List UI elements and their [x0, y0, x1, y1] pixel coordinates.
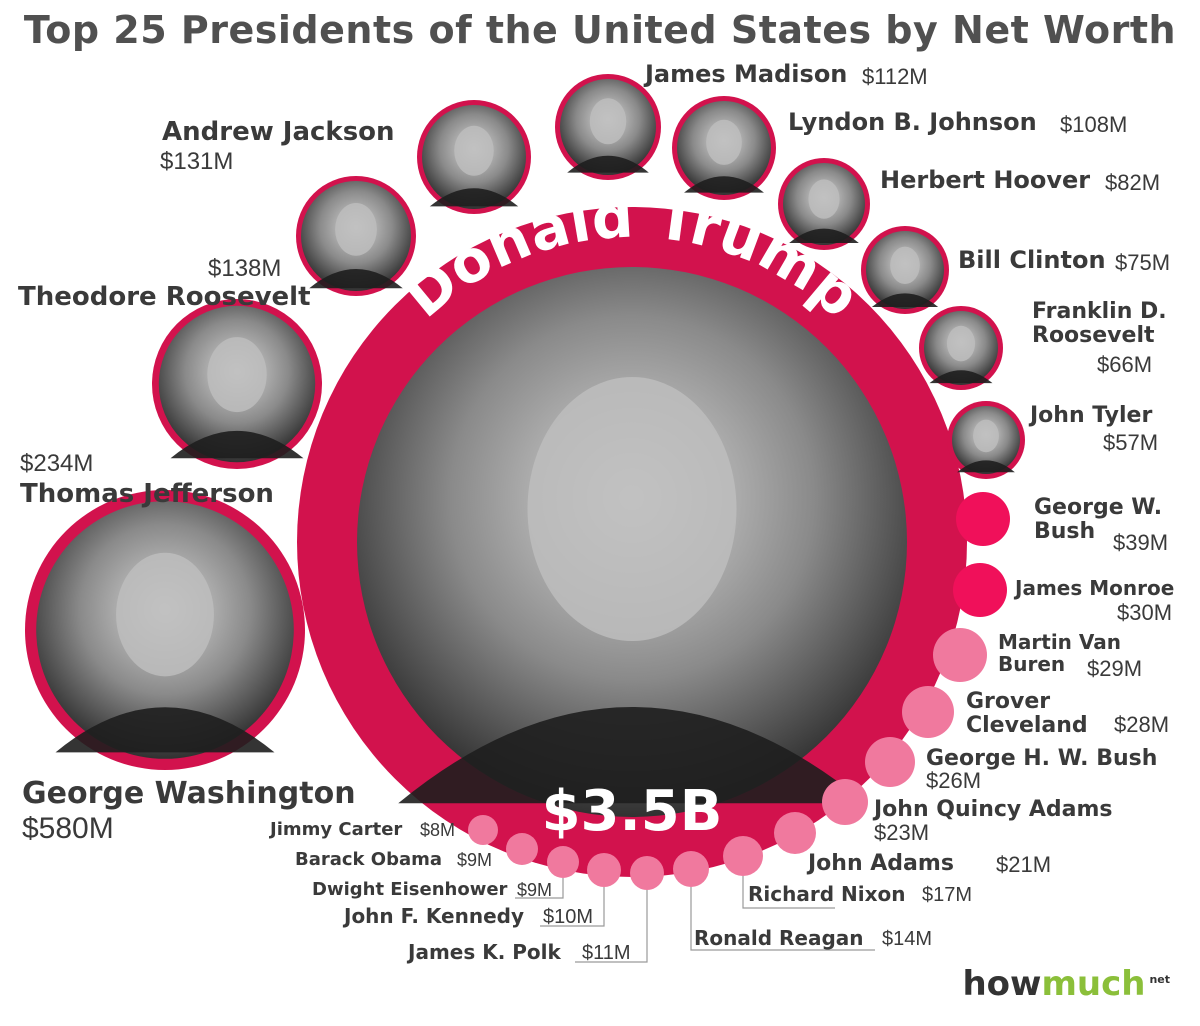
james-madison-name-label: James Madison	[645, 60, 848, 88]
george-h-w-bush-bubble	[865, 737, 915, 787]
thomas-jefferson-name-label: Thomas Jefferson	[20, 479, 274, 509]
martin-van-buren-bubble	[933, 628, 987, 682]
chart-title: Top 25 Presidents of the United States b…	[23, 8, 1177, 52]
theodore-roosevelt-value-label: $138M	[208, 255, 282, 282]
john-adams-name-label: John Adams	[808, 851, 954, 876]
james-k-polk-value-label: $11M	[582, 942, 631, 964]
john-quincy-adams-value-label: $23M	[874, 820, 930, 845]
john-f-kennedy-leader-line	[540, 887, 605, 927]
john-quincy-adams-bubble	[822, 779, 868, 825]
lyndon-b-johnson-bubble	[672, 96, 776, 200]
james-k-polk-bubble	[630, 856, 664, 890]
barack-obama-name-label: Barack Obama	[295, 849, 443, 870]
herbert-hoover-bubble	[778, 158, 870, 250]
george-washington-value-label: $580M	[22, 812, 114, 845]
andrew-jackson-value-label: $131M	[160, 148, 234, 175]
john-tyler-bubble	[947, 401, 1025, 479]
herbert-hoover-name-label: Herbert Hoover	[880, 166, 1091, 194]
james-monroe-value-label: $30M	[1117, 600, 1173, 625]
george-washington-name-label: George Washington	[22, 776, 356, 811]
bill-clinton-name-label: Bill Clinton	[958, 246, 1106, 274]
howmuch-logo: howmuch net	[962, 964, 1170, 1004]
thomas-jefferson-value-label: $234M	[20, 450, 94, 477]
richard-nixon-bubble	[723, 836, 763, 876]
george-w-bush-value-label: $39M	[1113, 530, 1169, 555]
center-value-label: $3.5B	[542, 779, 723, 844]
ronald-reagan-name-label: Ronald Reagan	[694, 926, 864, 950]
john-f-kennedy-name-label: John F. Kennedy	[344, 904, 525, 928]
john-tyler-value-label: $57M	[1103, 430, 1159, 455]
barack-obama-bubble	[506, 833, 538, 865]
jimmy-carter-bubble	[468, 815, 498, 845]
james-k-polk-name-label: James K. Polk	[408, 940, 561, 964]
thomas-jefferson-bubble	[152, 299, 322, 469]
grover-cleveland-name-label: Grover Cleveland	[966, 689, 1088, 738]
richard-nixon-leader-line	[742, 876, 835, 909]
james-monroe-name-label: James Monroe	[1015, 576, 1175, 600]
franklin-d-roosevelt-bubble	[919, 306, 1003, 390]
andrew-jackson-bubble	[417, 100, 531, 214]
martin-van-buren-name-label: Martin Van Buren	[998, 630, 1121, 676]
andrew-jackson-name-label: Andrew Jackson	[162, 117, 395, 147]
james-monroe-bubble	[953, 563, 1007, 617]
ronald-reagan-leader-line	[690, 887, 875, 951]
grover-cleveland-value-label: $28M	[1114, 712, 1170, 737]
ronald-reagan-value-label: $14M	[882, 928, 933, 950]
george-washington-bubble	[25, 490, 305, 770]
donald-trump-bubble	[297, 207, 967, 877]
john-quincy-adams-name-label: John Quincy Adams	[874, 797, 1113, 822]
herbert-hoover-value-label: $82M	[1105, 170, 1161, 195]
ronald-reagan-bubble	[673, 851, 709, 887]
george-w-bush-bubble	[956, 492, 1010, 546]
martin-van-buren-value-label: $29M	[1087, 656, 1143, 681]
john-adams-bubble	[774, 812, 816, 854]
james-madison-bubble	[555, 74, 661, 180]
lyndon-b-johnson-value-label: $108M	[1060, 112, 1128, 137]
richard-nixon-value-label: $17M	[922, 884, 973, 906]
dwight-eisenhower-leader-line	[515, 878, 564, 899]
franklin-d-roosevelt-name-label: Franklin D. Roosevelt	[1032, 299, 1167, 348]
george-w-bush-name-label: George W. Bush	[1034, 495, 1163, 544]
jimmy-carter-value-label: $8M	[420, 820, 456, 840]
bill-clinton-bubble	[861, 226, 949, 314]
theodore-roosevelt-name-label: Theodore Roosevelt	[18, 282, 311, 312]
theodore-roosevelt-bubble	[296, 176, 416, 296]
john-adams-value-label: $21M	[996, 852, 1052, 877]
franklin-d-roosevelt-value-label: $66M	[1097, 352, 1153, 377]
george-h-w-bush-name-label: George H. W. Bush	[926, 746, 1158, 771]
john-f-kennedy-value-label: $10M	[543, 906, 594, 928]
james-madison-value-label: $112M	[862, 64, 928, 89]
george-h-w-bush-value-label: $26M	[926, 768, 982, 793]
lyndon-b-johnson-name-label: Lyndon B. Johnson	[788, 108, 1037, 136]
barack-obama-value-label: $9M	[457, 850, 493, 870]
john-f-kennedy-bubble	[587, 853, 621, 887]
grover-cleveland-bubble	[902, 686, 954, 738]
john-tyler-name-label: John Tyler	[1030, 403, 1153, 428]
bill-clinton-value-label: $75M	[1115, 250, 1171, 275]
dwight-eisenhower-value-label: $9M	[517, 880, 553, 900]
james-k-polk-leader-line	[575, 890, 648, 963]
dwight-eisenhower-name-label: Dwight Eisenhower	[312, 879, 508, 900]
jimmy-carter-name-label: Jimmy Carter	[270, 819, 403, 840]
dwight-eisenhower-bubble	[547, 846, 579, 878]
richard-nixon-name-label: Richard Nixon	[748, 882, 906, 906]
